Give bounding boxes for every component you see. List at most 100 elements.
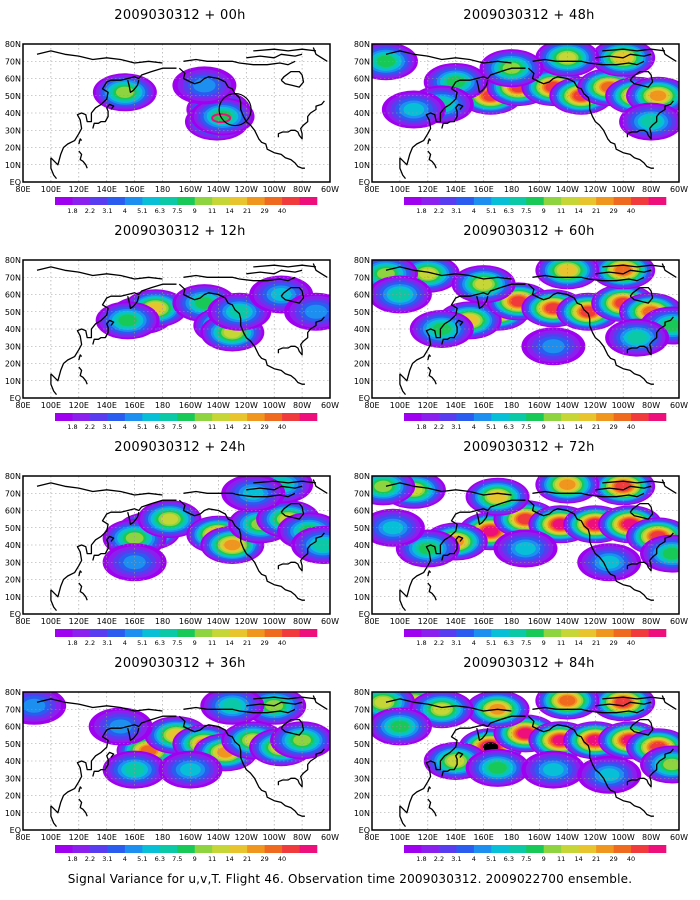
colorbar-swatch [561,197,579,205]
coastline [399,589,407,612]
colorbar-swatch [247,629,265,637]
coastline [527,715,654,817]
colorbar-swatch [421,413,440,421]
coastline [246,53,303,59]
coastline [626,100,674,140]
colorbar: 1.8 2.2 3.1 4 5.1 6.3 7.5 9 11 14 21 29 40 [55,197,318,215]
coastline [178,67,305,169]
lon-tick-label: 80E [15,185,30,194]
colorbar: 1.8 2.2 3.1 4 5.1 6.3 7.5 9 11 14 21 29 40 [404,413,667,431]
colorbar-swatch [578,629,597,637]
colorbar-label: 3.1 [451,639,461,647]
coastline [385,266,512,280]
panel-24h: 2009030312 + 24h 80E 100E 120E 140E 160E 180 1… [5,440,355,660]
colorbar-label: 9 [193,423,197,431]
lon-tick-label: 100W [263,185,286,194]
lon-tick-label: 100E [390,401,410,410]
lat-tick-label: 10N [354,161,370,170]
lon-tick-label: 140E [446,833,466,842]
lat-tick-label: 40N [354,757,370,766]
coastline [92,751,115,777]
coastline [661,695,677,710]
lon-tick-label: 140W [556,185,579,194]
colorbar-label: 40 [627,639,635,647]
coastline [595,485,652,491]
lat-tick-label: 80N [354,40,370,49]
lat-tick-label: 70N [354,273,370,282]
variance-contour [193,78,216,93]
lon-tick-label: 80W [642,833,660,842]
colorbar-swatch [299,413,318,421]
colorbar-label: 1.8 [416,423,426,431]
coastline [476,296,489,309]
lat-tick-label: 30N [5,126,21,135]
coastline [50,499,177,598]
colorbar-swatch [282,845,300,853]
lon-tick-label: 160W [179,833,202,842]
coastline [399,499,526,598]
lon-tick-label: 160W [179,185,202,194]
colorbar-swatch [491,845,510,853]
lon-tick-label: 180 [155,833,170,842]
lat-tick-label: 30N [354,774,370,783]
lon-tick-label: 140E [446,185,466,194]
lat-tick-label: 60N [354,723,370,732]
colorbar-swatch [613,413,632,421]
lon-tick-label: 160E [473,401,493,410]
colorbar-swatch [456,845,475,853]
coastline [253,696,317,700]
colorbar-swatch [421,845,440,853]
lat-tick-label: 70N [5,273,21,282]
coastline [183,58,296,66]
colorbar-swatch [124,845,143,853]
map: 80E 100E 120E 140E 160E 180 160W 140W 120W 100W 80… [354,688,688,863]
lon-tick-label: 120E [418,617,438,626]
coastline [661,479,677,494]
coastline [78,786,83,793]
lon-tick-label: 140W [207,185,230,194]
coastline [127,80,140,93]
colorbar-swatch [631,197,649,205]
lat-tick-label: 30N [5,342,21,351]
lon-tick-label: 160E [473,833,493,842]
colorbar-swatch [55,845,73,853]
coastline [36,50,163,64]
lon-tick-label: 80E [15,617,30,626]
coastline [277,532,325,572]
lat-tick-label: 60N [5,723,21,732]
colorbar-swatch [282,629,300,637]
colorbar-swatch [142,413,161,421]
colorbar-swatch [72,845,91,853]
coastline [427,798,437,817]
colorbar-label: 11 [208,207,216,215]
colorbar-swatch [264,413,283,421]
colorbar-swatch [526,197,545,205]
colorbar-swatch [421,197,440,205]
map-frame [371,475,680,615]
colorbar-label: 4 [123,423,127,431]
colorbar-label: 40 [627,423,635,431]
colorbar-swatch [159,629,178,637]
variance-contour [374,696,392,708]
colorbar-label: 7.5 [172,855,182,863]
lat-tick-label: 40N [5,541,21,550]
coastline [78,582,88,601]
map: 80E 100E 120E 140E 160E 180 160W 140W 120W 100W 80… [5,472,339,647]
lon-tick-label: 100W [612,833,635,842]
colorbar-label: 2.2 [85,207,95,215]
coastline [183,490,296,498]
colorbar-label: 7.5 [521,423,531,431]
variance-contour [222,699,243,712]
colorbar-swatch [631,845,649,853]
coastline [476,512,489,525]
colorbar-swatch [282,413,300,421]
colorbar-label: 5.1 [486,639,496,647]
coastline [78,366,88,385]
colorbar-label: 7.5 [521,855,531,863]
coastline [253,48,317,52]
variance-contour [515,541,536,555]
colorbar-label: 40 [278,207,286,215]
lon-tick-label: 120E [69,401,89,410]
variance-contour [376,55,396,68]
lon-tick-label: 60W [321,833,339,842]
